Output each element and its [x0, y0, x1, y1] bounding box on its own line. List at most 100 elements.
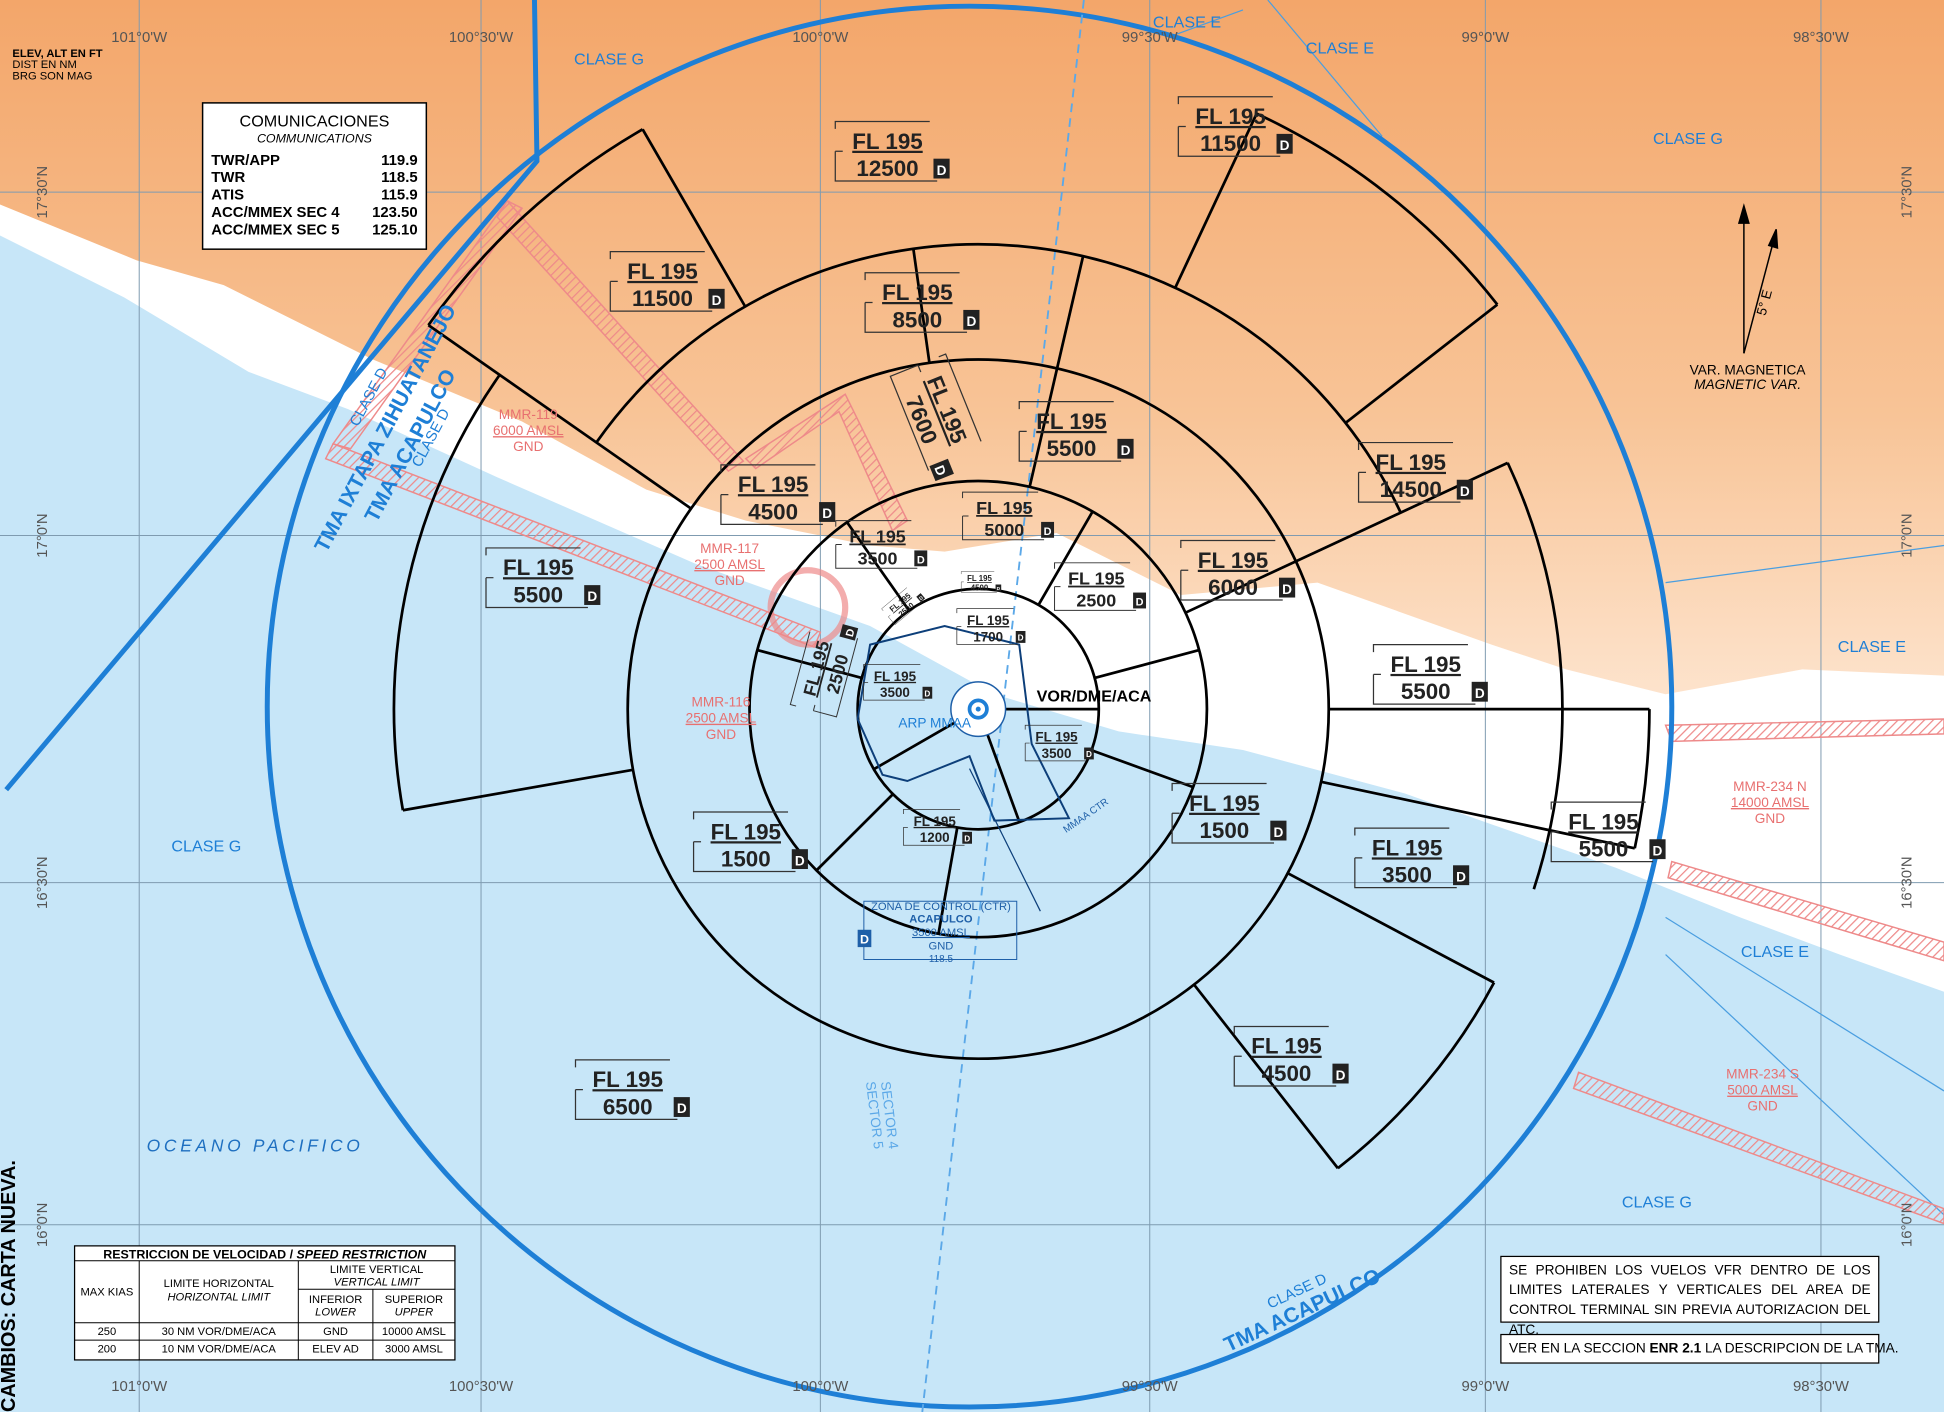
- th: HORIZONTAL LIMIT: [167, 1291, 271, 1303]
- latitude-label: 17°30'N: [1900, 166, 1916, 219]
- lower-limit: 3500: [1382, 863, 1432, 888]
- lower-limit: 11500: [632, 286, 693, 311]
- airspace-class: CLASE E: [1838, 638, 1906, 656]
- lower-limit: 3500: [858, 548, 898, 568]
- airspace-class: D: [1282, 582, 1292, 597]
- upper-limit: FL 195: [874, 669, 917, 684]
- upper-limit: FL 195: [882, 280, 952, 305]
- longitude-label: 98°30'W: [1793, 1379, 1849, 1395]
- restricted-upper: 14000 AMSL: [1731, 795, 1810, 810]
- lower-limit: 1200: [920, 830, 950, 845]
- upper-limit: FL 195: [852, 129, 922, 154]
- speed-cell: 10 NM VOR/DME/ACA: [162, 1344, 277, 1356]
- lower-limit: 4500: [748, 499, 798, 524]
- upper-limit: FL 195: [914, 814, 957, 829]
- airspace-class: D: [1653, 843, 1663, 858]
- airspace-class: D: [924, 689, 930, 698]
- speed-cell: ELEV AD: [312, 1344, 359, 1356]
- lower-limit: 8500: [892, 307, 942, 332]
- upper-limit: FL 195: [1390, 652, 1460, 677]
- airspace-class: CLASE E: [1153, 13, 1221, 31]
- comm-service: ACC/MMEX SEC 4: [211, 205, 340, 221]
- upper-limit: FL 195: [1251, 1034, 1321, 1059]
- airspace-class: CLASE G: [171, 838, 241, 856]
- lower-limit: 14500: [1380, 477, 1442, 502]
- airspace-class: D: [997, 586, 1001, 592]
- restricted-lower: GND: [714, 573, 745, 588]
- latitude-label: 16°0'N: [1900, 1203, 1916, 1247]
- ctr-lower: GND: [929, 941, 954, 953]
- restricted-upper: 2500 AMSL: [694, 557, 765, 572]
- restricted-id: MMR-119: [499, 407, 558, 422]
- longitude-label: 99°30'W: [1122, 1379, 1178, 1395]
- lower-limit: 1500: [721, 847, 771, 872]
- airspace-class: D: [1475, 686, 1485, 701]
- upper-limit: FL 195: [1568, 809, 1638, 834]
- lower-limit: 5500: [1401, 679, 1451, 704]
- comm-service: TWR: [211, 170, 245, 186]
- airspace-class: D: [1136, 596, 1144, 608]
- upper-limit: FL 195: [1189, 791, 1259, 816]
- upper-limit: FL 195: [711, 819, 781, 844]
- th: LIMITE HORIZONTAL: [164, 1278, 274, 1290]
- lower-limit: 6500: [603, 1094, 653, 1119]
- upper-limit: FL 195: [503, 555, 573, 580]
- lower-limit: 3500: [880, 685, 910, 700]
- latitude-label: 16°30'N: [35, 856, 51, 909]
- airspace-class: D: [1018, 634, 1024, 643]
- magvar-label: VAR. MAGNETICA: [1690, 362, 1807, 377]
- longitude-label: 100°30'W: [449, 30, 513, 46]
- upper-limit: FL 195: [1372, 835, 1442, 860]
- airspace-class: D: [712, 293, 722, 308]
- restricted-id: MMR-234 S: [1726, 1067, 1799, 1082]
- airspace-class: D: [1086, 750, 1092, 759]
- lower-limit: 4500: [971, 584, 989, 593]
- upper-limit: FL 195: [738, 472, 808, 497]
- longitude-label: 100°0'W: [792, 1379, 848, 1395]
- upper-limit: FL 195: [1068, 569, 1124, 589]
- speed-title: RESTRICCION DE VELOCIDAD / SPEED RESTRIC…: [103, 1247, 427, 1261]
- lower-limit: 5500: [513, 583, 563, 608]
- restricted-lower: GND: [1755, 811, 1786, 826]
- airspace-class: D: [587, 589, 597, 604]
- upper-limit: FL 195: [849, 527, 905, 547]
- airspace-class: D: [1280, 138, 1290, 153]
- upper-limit: FL 195: [1376, 450, 1446, 475]
- airspace-class: D: [1460, 484, 1470, 499]
- airspace-class: D: [1456, 869, 1466, 884]
- airspace-class: CLASE G: [574, 50, 644, 68]
- airspace-class: D: [795, 853, 805, 868]
- lower-limit: 3500: [1042, 746, 1072, 761]
- comm-frequency: 118.5: [381, 170, 417, 186]
- upper-limit: FL 195: [1198, 548, 1268, 573]
- restricted-lower: GND: [1747, 1099, 1778, 1114]
- th: MAX KIAS: [81, 1286, 134, 1298]
- restricted-upper: 6000 AMSL: [493, 423, 564, 438]
- airspace-class: CLASE E: [1741, 943, 1809, 961]
- magvar-label-en: MAGNETIC VAR.: [1694, 377, 1801, 392]
- longitude-label: 99°0'W: [1461, 1379, 1509, 1395]
- lower-limit: 5500: [1579, 837, 1629, 862]
- speed-cell: GND: [323, 1326, 348, 1338]
- latitude-label: 17°0'N: [35, 513, 51, 557]
- restricted-upper: 2500 AMSL: [686, 711, 757, 726]
- lower-limit: 5500: [1047, 436, 1097, 461]
- speed-title-es: RESTRICCION DE VELOCIDAD /: [103, 1247, 296, 1261]
- speed-cell: 250: [98, 1326, 117, 1338]
- airspace-class: CLASE G: [1653, 130, 1723, 148]
- latitude-label: 17°30'N: [35, 166, 51, 219]
- comm-frequency: 115.9: [381, 188, 417, 204]
- upper-limit: FL 195: [976, 498, 1032, 518]
- longitude-label: 100°30'W: [449, 1379, 513, 1395]
- comm-service: TWR/APP: [211, 153, 280, 169]
- airspace-class: D: [1336, 1068, 1346, 1083]
- comm-service: ACC/MMEX SEC 5: [211, 222, 339, 238]
- legend-note: BRG SON MAG: [12, 70, 92, 82]
- latitude-label: 17°0'N: [1900, 513, 1916, 557]
- vor-name: VOR/DME/ACA: [1037, 688, 1152, 706]
- airspace-class: D: [1273, 825, 1283, 840]
- lower-limit: 1500: [1199, 818, 1249, 843]
- ctr-name: ACAPULCO: [909, 913, 973, 925]
- longitude-label: 99°30'W: [1122, 30, 1178, 46]
- lower-limit: 12500: [856, 156, 918, 181]
